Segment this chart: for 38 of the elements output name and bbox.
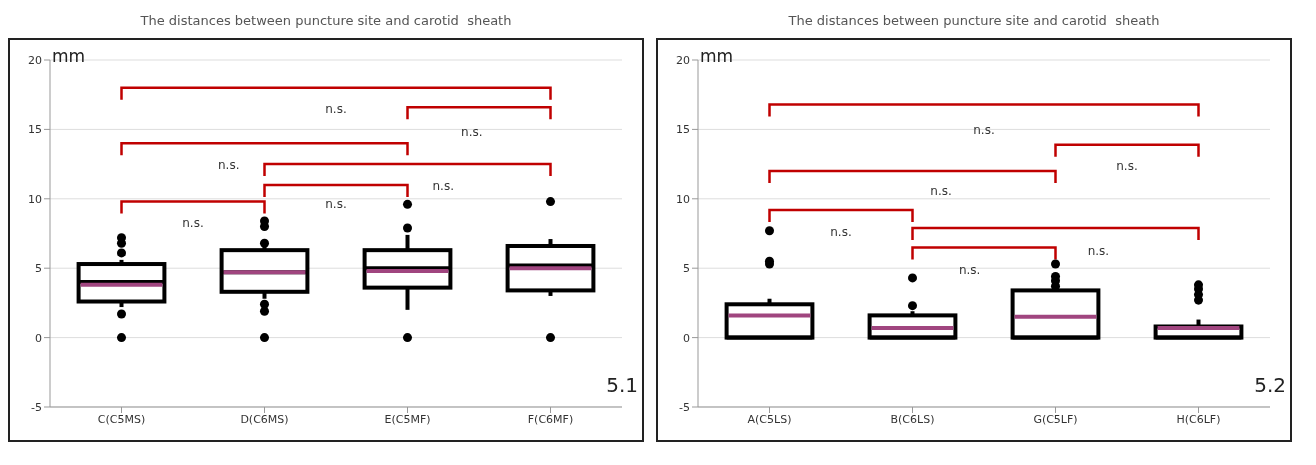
y-tick-label: 15 [676, 123, 690, 137]
x-tick-label: H(C6LF) [1176, 412, 1221, 426]
x-tick-label: G(C5LF) [1033, 412, 1078, 426]
y-tick-label: 10 [676, 192, 690, 206]
x-tick-label: F(C6MF) [527, 412, 574, 426]
annotation: n.s. [325, 102, 347, 117]
y-tick-label: 15 [28, 123, 42, 137]
y-tick-label: 0 [35, 331, 42, 345]
y-tick-label: 10 [28, 192, 42, 206]
y-axis-title: mm [700, 46, 734, 66]
annotation: n.s. [930, 184, 952, 199]
x-tick-label: D(C6MS) [240, 412, 289, 426]
y-tick-label: -5 [679, 400, 690, 414]
x-tick-label: E(C5MF) [384, 412, 431, 426]
y-tick-label: 5 [683, 262, 690, 276]
x-tick-label: C(C5MS) [97, 412, 146, 426]
annotation: n.s. [461, 124, 483, 139]
annotation: n.s. [325, 196, 347, 211]
annotation: n.s. [1087, 244, 1110, 259]
y-tick-label: 0 [683, 331, 690, 345]
x-tick-label: B(C6LS) [890, 412, 935, 426]
y-axis-title: mm [52, 46, 86, 66]
annotation: n.s. [218, 157, 240, 172]
annotation: n.s. [1116, 159, 1138, 174]
annotation: n.s. [830, 224, 852, 239]
y-tick-label: 20 [28, 53, 42, 67]
annotation: n.s. [432, 178, 454, 193]
y-tick-label: 5 [35, 262, 42, 276]
x-tick-label: A(C5LS) [747, 412, 792, 426]
annotation: n.s. [958, 263, 981, 278]
y-tick-label: -5 [31, 400, 42, 414]
annotation: 5.2 [1254, 373, 1286, 397]
annotation: n.s. [973, 123, 995, 138]
y-tick-label: 20 [676, 53, 690, 67]
annotation: n.s. [182, 216, 204, 231]
chart-title: The distances between puncture site and carotid sheath [139, 12, 513, 30]
chart-title: The distances between puncture site and carotid sheath [787, 12, 1161, 30]
annotation: 5.1 [606, 373, 638, 397]
